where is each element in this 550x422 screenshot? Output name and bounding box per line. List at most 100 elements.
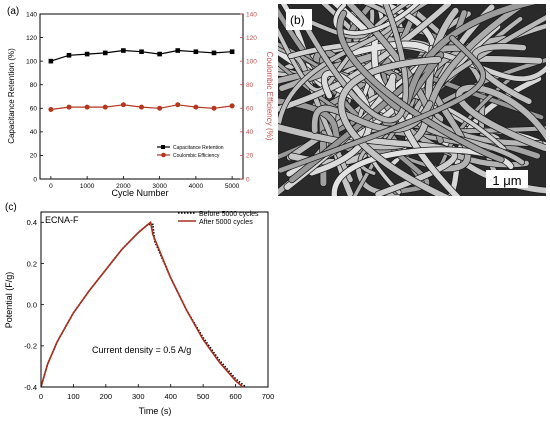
point-efficiency: [157, 105, 163, 111]
x-tick-label: 100: [67, 392, 80, 401]
y-tick-label: -0.4: [24, 383, 37, 392]
point-retention: [211, 50, 217, 56]
sem-fiber: [456, 84, 546, 152]
y-tick-label-left: 20: [30, 153, 38, 160]
y-tick-label: 0.0: [27, 300, 37, 309]
legend-label-retention: Capacitance Retention: [173, 145, 224, 151]
panel-c: (c) 0 100 200 300 400 500 600 700 -0.4 -0.2 0.0 0.2…: [4, 202, 274, 416]
point-retention: [193, 49, 199, 55]
x-tick-label: 4000: [189, 183, 204, 190]
series-line-after: [41, 220, 245, 387]
panel-a-ylabel-right: Coulombic Efficiency (%): [265, 52, 274, 141]
panel-a-legend: Capacitance Retention Coulombic Efficien…: [157, 145, 224, 159]
y-tick-label-left: 120: [26, 35, 37, 42]
point-retention: [175, 48, 181, 53]
sem-fiber: [308, 70, 373, 176]
point-efficiency: [66, 104, 72, 110]
y-tick-label-left: 140: [26, 11, 37, 18]
y-tick-label-right: 0: [246, 176, 250, 183]
sem-fiber: [361, 4, 537, 112]
panel-c-marks: [41, 220, 248, 387]
panel-a-plot-frame: [39, 13, 244, 180]
point-efficiency: [102, 104, 108, 110]
y-tick-label-right: 40: [246, 129, 254, 136]
point-efficiency: [175, 102, 181, 108]
point-retention: [102, 50, 108, 56]
y-tick-label: 0.4: [27, 218, 37, 227]
legend-label-after: After 5000 cycles: [199, 219, 253, 226]
y-tick-label-left: 80: [30, 82, 38, 89]
y-tick-label: 0.2: [27, 259, 37, 268]
x-tick-label: 2000: [116, 183, 131, 190]
x-tick-label: 400: [164, 392, 177, 401]
y-tick-label-right: 140: [246, 11, 257, 18]
panel-a: (a) 0 1000 2000 3000 4000 5000020406080100120…: [7, 6, 274, 198]
point-retention: [229, 49, 235, 55]
panel-a-ylabel-left: Capacitance Retention (%): [7, 48, 16, 144]
point-retention: [48, 58, 54, 64]
point-retention: [121, 48, 126, 53]
x-tick-label: 700: [262, 392, 275, 401]
panel-c-xlabel: Time (s): [139, 406, 172, 416]
x-tick-label: 5000: [225, 183, 240, 190]
sem-fiber: [300, 4, 409, 123]
sem-fiber: [278, 35, 486, 173]
point-retention: [157, 51, 162, 57]
panel-c-annotation: Current density = 0.5 A/g: [92, 345, 191, 355]
x-tick-label: 600: [229, 392, 242, 401]
y-tick-label-left: 40: [30, 129, 38, 136]
point-efficiency: [193, 104, 199, 110]
panel-c-label: (c): [5, 202, 17, 213]
panel-b-label: (b): [290, 13, 305, 27]
y-tick-label-right: 60: [246, 106, 254, 113]
point-retention: [84, 51, 90, 57]
point-efficiency: [120, 102, 126, 108]
panel-b: (b) 1 μm: [278, 4, 546, 196]
series-line-before: [41, 223, 248, 387]
panel-c-ylabel: Potential (F/g): [4, 272, 14, 329]
legend-label-efficiency: Coulombic Efficiency: [173, 153, 220, 159]
legend-label-before: Before 5000 cycles: [199, 211, 259, 218]
x-tick-label: 3000: [152, 183, 167, 190]
y-tick-label-right: 120: [246, 35, 257, 42]
point-efficiency: [139, 104, 144, 110]
sem-fiber: [333, 4, 420, 35]
panel-a-marks: [48, 48, 235, 112]
sem-fiber: [278, 4, 409, 92]
panel-a-label: (a): [7, 6, 19, 17]
panel-c-ticks: 0 100 200 300 400 500 600 700 -0.4 -0.2 0.0 0.2 0.4: [24, 218, 274, 401]
x-tick-label: 1000: [80, 183, 95, 190]
panel-c-plot-frame: [40, 211, 269, 388]
point-retention: [139, 49, 144, 55]
panel-b-label-box: [286, 9, 312, 30]
x-tick-label: 0: [39, 392, 43, 401]
scale-bar-label: 1 μm: [492, 173, 521, 188]
y-tick-label-left: 60: [30, 106, 38, 113]
legend-marker-retention: [161, 145, 165, 149]
x-tick-label: 200: [100, 392, 113, 401]
y-tick-label-right: 20: [246, 153, 254, 160]
sem-fiber: [337, 10, 504, 163]
y-tick-label-left: 100: [26, 58, 37, 65]
y-tick-label-right: 100: [246, 58, 257, 65]
panel-c-legend: Before 5000 cycles After 5000 cycles: [178, 211, 259, 226]
x-tick-label: 0: [49, 183, 53, 190]
point-efficiency: [211, 105, 217, 111]
panel-a-xlabel: Cycle Number: [111, 188, 168, 198]
sem-fiber: [278, 4, 452, 112]
panel-a-ticks: 0 1000 2000 3000 4000 5000 0 20 40 60 80 100 120 140 0…: [26, 11, 257, 190]
point-efficiency: [48, 106, 54, 112]
panel-c-inner-title: ECNA-F: [45, 215, 79, 225]
legend-marker-efficiency: [161, 152, 166, 158]
point-efficiency: [229, 103, 235, 109]
scale-bar-box: [486, 170, 528, 188]
x-tick-label: 300: [132, 392, 145, 401]
point-retention: [66, 52, 72, 58]
point-efficiency: [84, 104, 90, 110]
y-tick-label-left: 0: [33, 176, 37, 183]
y-tick-label: -0.2: [24, 342, 37, 351]
sem-fiber: [338, 56, 450, 196]
y-tick-label-right: 80: [246, 82, 254, 89]
x-tick-label: 500: [197, 392, 210, 401]
